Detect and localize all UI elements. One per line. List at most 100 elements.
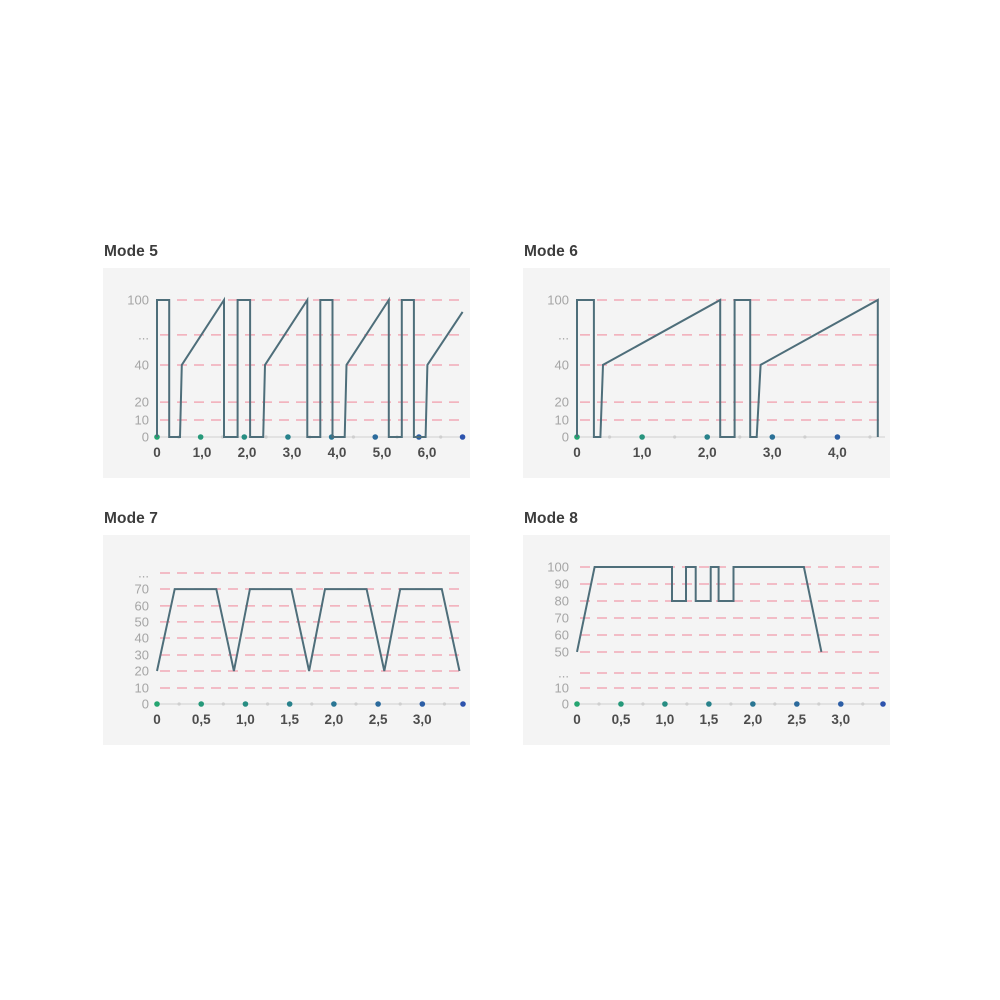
chart-mode-5: Mode 5 100... 40 20 10 0 0 1,0 2,0 3,0 4,0 5,0 6,0 bbox=[103, 243, 470, 478]
y-axis-tick-label: 50 bbox=[555, 644, 569, 659]
y-axis-tick-label: 100 bbox=[547, 560, 569, 575]
x-axis-tick-label: 0 bbox=[153, 445, 161, 460]
axis-major-dot bbox=[704, 434, 711, 440]
axis-major-dot bbox=[459, 434, 466, 440]
x-axis-tick-label: 0 bbox=[573, 712, 581, 727]
axis-minor-dot bbox=[354, 702, 358, 706]
chart-title: Mode 7 bbox=[104, 510, 158, 527]
series-line bbox=[576, 566, 823, 653]
chart-panel: ... 70 60 50 40 30 20 10 0 0 0,5 1,0 1,5 2,0 2,5 3,0 bbox=[103, 535, 470, 745]
y-axis-tick-label: 20 bbox=[135, 395, 149, 410]
axis-minor-dot bbox=[641, 702, 645, 706]
y-axis-tick-label: 30 bbox=[135, 647, 149, 662]
chart-panel: 100... 40 20 10 0 0 1,0 2,0 3,0 4,0 bbox=[523, 268, 890, 478]
axis-minor-dot bbox=[673, 435, 677, 439]
chart-panel: 100 90 80 70 60 50... 10 0 0 0,5 1,0 1,5 2,0 2,5 3,0 bbox=[523, 535, 890, 745]
chart-mode-8: Mode 8 100 90 80 70 60 50... 10 0 0 0,5 1,0 1,5 2,0 2… bbox=[523, 510, 890, 745]
x-axis-tick-label: 3,0 bbox=[283, 445, 302, 460]
axis-major-dot bbox=[662, 701, 668, 707]
axis-minor-dot bbox=[442, 702, 447, 706]
x-axis-tick-label: 5,0 bbox=[373, 445, 392, 460]
x-axis-tick-label: 2,0 bbox=[743, 712, 762, 727]
axis-major-dot bbox=[794, 701, 800, 707]
chart-mode-6: Mode 6 100... 40 20 10 0 0 1,0 2,0 3,0 4,0 bbox=[523, 243, 890, 478]
axis-minor-dot bbox=[773, 702, 777, 706]
y-axis-tick-label: ... bbox=[558, 666, 569, 681]
y-axis-tick-label: 90 bbox=[555, 576, 569, 591]
x-axis-tick-label: 0,5 bbox=[612, 712, 631, 727]
axis-minor-dot bbox=[738, 435, 742, 439]
y-axis-tick-label: 0 bbox=[562, 430, 569, 445]
y-axis-tick-label: 100 bbox=[127, 293, 149, 308]
axis-major-dot bbox=[574, 701, 580, 707]
x-axis-tick-label: 3,0 bbox=[413, 712, 432, 727]
y-axis-tick-label: 40 bbox=[135, 357, 149, 372]
axis-major-dot bbox=[241, 434, 248, 440]
y-axis-tick-label: 40 bbox=[555, 357, 569, 372]
axis-minor-dot bbox=[264, 435, 268, 439]
axis-major-dot bbox=[154, 701, 160, 707]
axis-minor-dot bbox=[817, 702, 821, 706]
axis-major-dot bbox=[285, 434, 291, 440]
y-axis-tick-label: 10 bbox=[555, 413, 569, 428]
y-axis-tick-label: 100 bbox=[547, 293, 569, 308]
axis-minor-dot bbox=[265, 702, 270, 706]
x-axis-tick-label: 6,0 bbox=[418, 445, 437, 460]
axis-major-dot bbox=[750, 701, 756, 707]
y-axis-tick-label: 20 bbox=[135, 663, 149, 678]
axis-minor-dot bbox=[310, 702, 314, 706]
y-axis-tick-label: 10 bbox=[555, 680, 569, 695]
axis-minor-dot bbox=[597, 702, 601, 706]
y-axis-tick-label: 80 bbox=[555, 593, 569, 608]
axis-major-dot bbox=[197, 434, 204, 440]
axis-major-dot bbox=[419, 701, 426, 707]
y-axis-tick-label: 60 bbox=[135, 598, 149, 613]
y-axis-tick-label: 70 bbox=[555, 610, 569, 625]
x-axis-tick-label: 4,0 bbox=[328, 445, 347, 460]
x-axis-tick-label: 3,0 bbox=[831, 712, 850, 727]
axis-minor-dot bbox=[221, 702, 225, 706]
axis-major-dot bbox=[460, 701, 466, 707]
axis-minor-dot bbox=[729, 702, 733, 706]
axis-major-dot bbox=[331, 701, 337, 707]
axis-minor-dot bbox=[439, 435, 443, 439]
series-line bbox=[156, 588, 461, 672]
axis-minor-dot bbox=[398, 702, 402, 706]
axis-major-dot bbox=[706, 701, 712, 707]
axis-minor-dot bbox=[861, 702, 865, 706]
axis-major-dot bbox=[639, 434, 645, 440]
axis-major-dot bbox=[880, 701, 886, 707]
x-axis-tick-label: 2,0 bbox=[324, 712, 343, 727]
axis-major-dot bbox=[618, 701, 624, 707]
x-axis-tick-label: 3,0 bbox=[763, 445, 782, 460]
axis-major-dot bbox=[242, 701, 249, 707]
axis-minor-dot bbox=[351, 435, 356, 439]
x-axis-tick-label: 1,0 bbox=[656, 712, 675, 727]
axis-major-dot bbox=[198, 701, 205, 707]
y-axis-tick-label: 70 bbox=[135, 582, 149, 597]
axis-minor-dot bbox=[803, 435, 807, 439]
y-axis-tick-label: 0 bbox=[562, 697, 569, 712]
x-axis-tick-label: 2,0 bbox=[698, 445, 717, 460]
x-axis-tick-label: 1,0 bbox=[193, 445, 212, 460]
y-axis-tick-label: 50 bbox=[135, 614, 149, 629]
y-axis-tick-label: ... bbox=[138, 327, 149, 342]
chart-title: Mode 5 bbox=[104, 243, 158, 260]
x-axis-tick-label: 1,0 bbox=[633, 445, 652, 460]
y-axis-tick-label: 10 bbox=[135, 680, 149, 695]
axis-minor-dot bbox=[868, 435, 872, 439]
x-axis-tick-label: 2,5 bbox=[369, 712, 388, 727]
y-axis-tick-label: ... bbox=[558, 327, 569, 342]
axis-major-dot bbox=[286, 701, 293, 707]
series-line bbox=[156, 296, 464, 438]
axis-minor-dot bbox=[607, 435, 612, 439]
chart-panel: 100... 40 20 10 0 0 1,0 2,0 3,0 4,0 5,0 6,0 bbox=[103, 268, 470, 478]
axis-major-dot bbox=[837, 701, 844, 707]
series-line bbox=[576, 298, 879, 438]
y-axis-tick-label: 40 bbox=[135, 630, 149, 645]
x-axis-tick-label: 1,5 bbox=[280, 712, 299, 727]
y-axis-tick-label: ... bbox=[138, 566, 149, 581]
